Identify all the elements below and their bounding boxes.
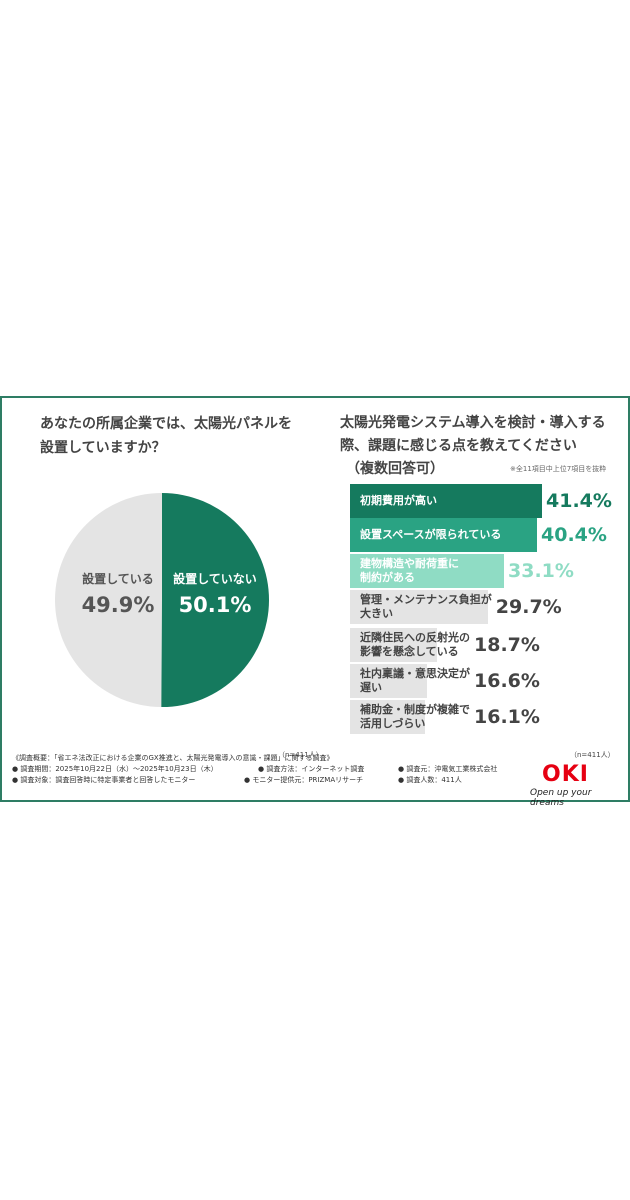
bar-value-label: 33.1%: [508, 560, 574, 582]
pie-value-label: 49.9%: [81, 593, 155, 617]
pie-value-label: 50.1%: [178, 593, 252, 617]
bar: [350, 554, 504, 588]
pie-sample-size: （n=411人）: [278, 751, 323, 759]
pie-label-installed: 設置している 49.9%: [70, 570, 166, 617]
bar-category-label: 初期費用が高い: [360, 484, 437, 518]
bar-question: 太陽光発電システム導入を検討・導入する 際、課題に感じる点を教えてください （複…: [340, 412, 625, 481]
pie-slice-not-installed: [161, 493, 270, 707]
pie-category-label: 設置していない: [173, 572, 257, 586]
bar-question-line: 太陽光発電システム導入を検討・導入する: [340, 415, 606, 431]
bar-value-label: 16.1%: [474, 706, 540, 728]
bar-category-line: 社内稟議・意思決定が: [360, 667, 470, 680]
bar-category-line: 初期費用が高い: [360, 494, 437, 507]
footer-period: ● 調査期間：2025年10月22日（水）〜2025年10月23日（木）: [12, 765, 218, 773]
bar-row: 設置スペースが限られている 40.4%: [350, 518, 620, 552]
bar-row: 近隣住民への反射光の 影響を懸念している 18.7%: [350, 628, 620, 662]
footer-count: ● 調査人数：411人: [398, 776, 462, 784]
bar-category-label: 建物構造や耐荷重に 制約がある: [360, 554, 459, 588]
bar: [350, 700, 425, 734]
bar-row: 社内稟議・意思決定が 遅い 16.6%: [350, 664, 620, 698]
footer-method: ● 調査方法：インターネット調査: [258, 765, 365, 773]
bar-category-line: 活用しづらい: [360, 717, 426, 730]
oki-logo: OKI: [542, 762, 589, 787]
pie-chart-svg: [55, 493, 270, 707]
bar-category-label: 設置スペースが限られている: [360, 518, 501, 552]
bar-category-label: 補助金・制度が複雑で 活用しづらい: [360, 700, 470, 734]
bar-question-note: （複数回答可）: [346, 461, 444, 477]
footer-provider: ● モニター提供元：PRIZMAリサーチ: [244, 776, 364, 784]
bar-value-label: 40.4%: [541, 524, 607, 546]
bar-category-line: 設置スペースが限られている: [360, 528, 502, 541]
bar-value-label: 16.6%: [474, 670, 540, 692]
pie-chart: 設置している 49.9% 設置していない 50.1%: [52, 492, 272, 708]
footer-summary: 《調査概要：「省エネ法改正における企業のGX推進と、太陽光発電導入の意識・課題」…: [12, 754, 334, 762]
footer-target: ● 調査対象：調査回答時に特定事業者と回答したモニター: [12, 776, 196, 784]
bar-row: 管理・メンテナンス負担が 大きい 29.7%: [350, 590, 620, 624]
bar-category-line: 大きい: [360, 607, 393, 620]
pie-label-not-installed: 設置していない 50.1%: [160, 570, 270, 617]
bar-category-label: 近隣住民への反射光の 影響を懸念している: [360, 628, 470, 662]
bar-category-label: 社内稟議・意思決定が 遅い: [360, 664, 470, 698]
bar-category-label: 管理・メンテナンス負担が 大きい: [360, 590, 492, 624]
bar-question-line: 際、課題に感じる点を教えてください: [340, 438, 577, 454]
bar-value-label: 29.7%: [495, 596, 562, 618]
survey-card: あなたの所属企業では、太陽光パネルを 設置していますか？ 太陽光発電システム導入…: [0, 396, 630, 808]
bar: [350, 590, 488, 624]
bar-value-label: 18.7%: [474, 634, 540, 656]
bar-category-line: 影響を懸念している: [360, 645, 459, 658]
oki-tagline: Open up your dreams: [530, 788, 592, 808]
bar-selection-note: ※全11項目中上位7項目を抜粋: [510, 465, 607, 473]
bar: [350, 664, 427, 698]
bar-chart: 初期費用が高い 41.4% 設置スペースが限られている 40.4% 建物構造や耐荷重に制…: [350, 484, 620, 744]
bar: [350, 518, 537, 552]
bar-category-line: 建物構造や耐荷重に: [360, 557, 459, 570]
bar: [350, 484, 542, 518]
pie-question-line: あなたの所属企業では、太陽光パネルを: [40, 416, 292, 432]
bar-sample-size: （n=411人）: [570, 751, 615, 759]
bar-category-line: 管理・メンテナンス負担が: [360, 593, 492, 606]
bar-category-line: 遅い: [360, 681, 382, 694]
bar-row: 初期費用が高い 41.4%: [350, 484, 620, 518]
pie-question-line: 設置していますか？: [40, 440, 166, 456]
pie-category-label: 設置している: [82, 572, 154, 586]
bar-row: 建物構造や耐荷重に 制約がある 33.1%: [350, 554, 620, 588]
footer-sponsor: ● 調査元：沖電気工業株式会社: [398, 765, 498, 773]
bar-category-line: 近隣住民への反射光の: [360, 631, 470, 644]
bar: [350, 628, 437, 662]
pie-slice-installed: [55, 493, 162, 707]
bar-category-line: 補助金・制度が複雑で: [360, 703, 470, 716]
bar-value-label: 41.4%: [546, 490, 612, 512]
bar-row: 補助金・制度が複雑で 活用しづらい 16.1%: [350, 700, 620, 734]
pie-question: あなたの所属企業では、太陽光パネルを 設置していますか？: [40, 412, 310, 460]
bar-category-line: 制約がある: [360, 571, 415, 584]
